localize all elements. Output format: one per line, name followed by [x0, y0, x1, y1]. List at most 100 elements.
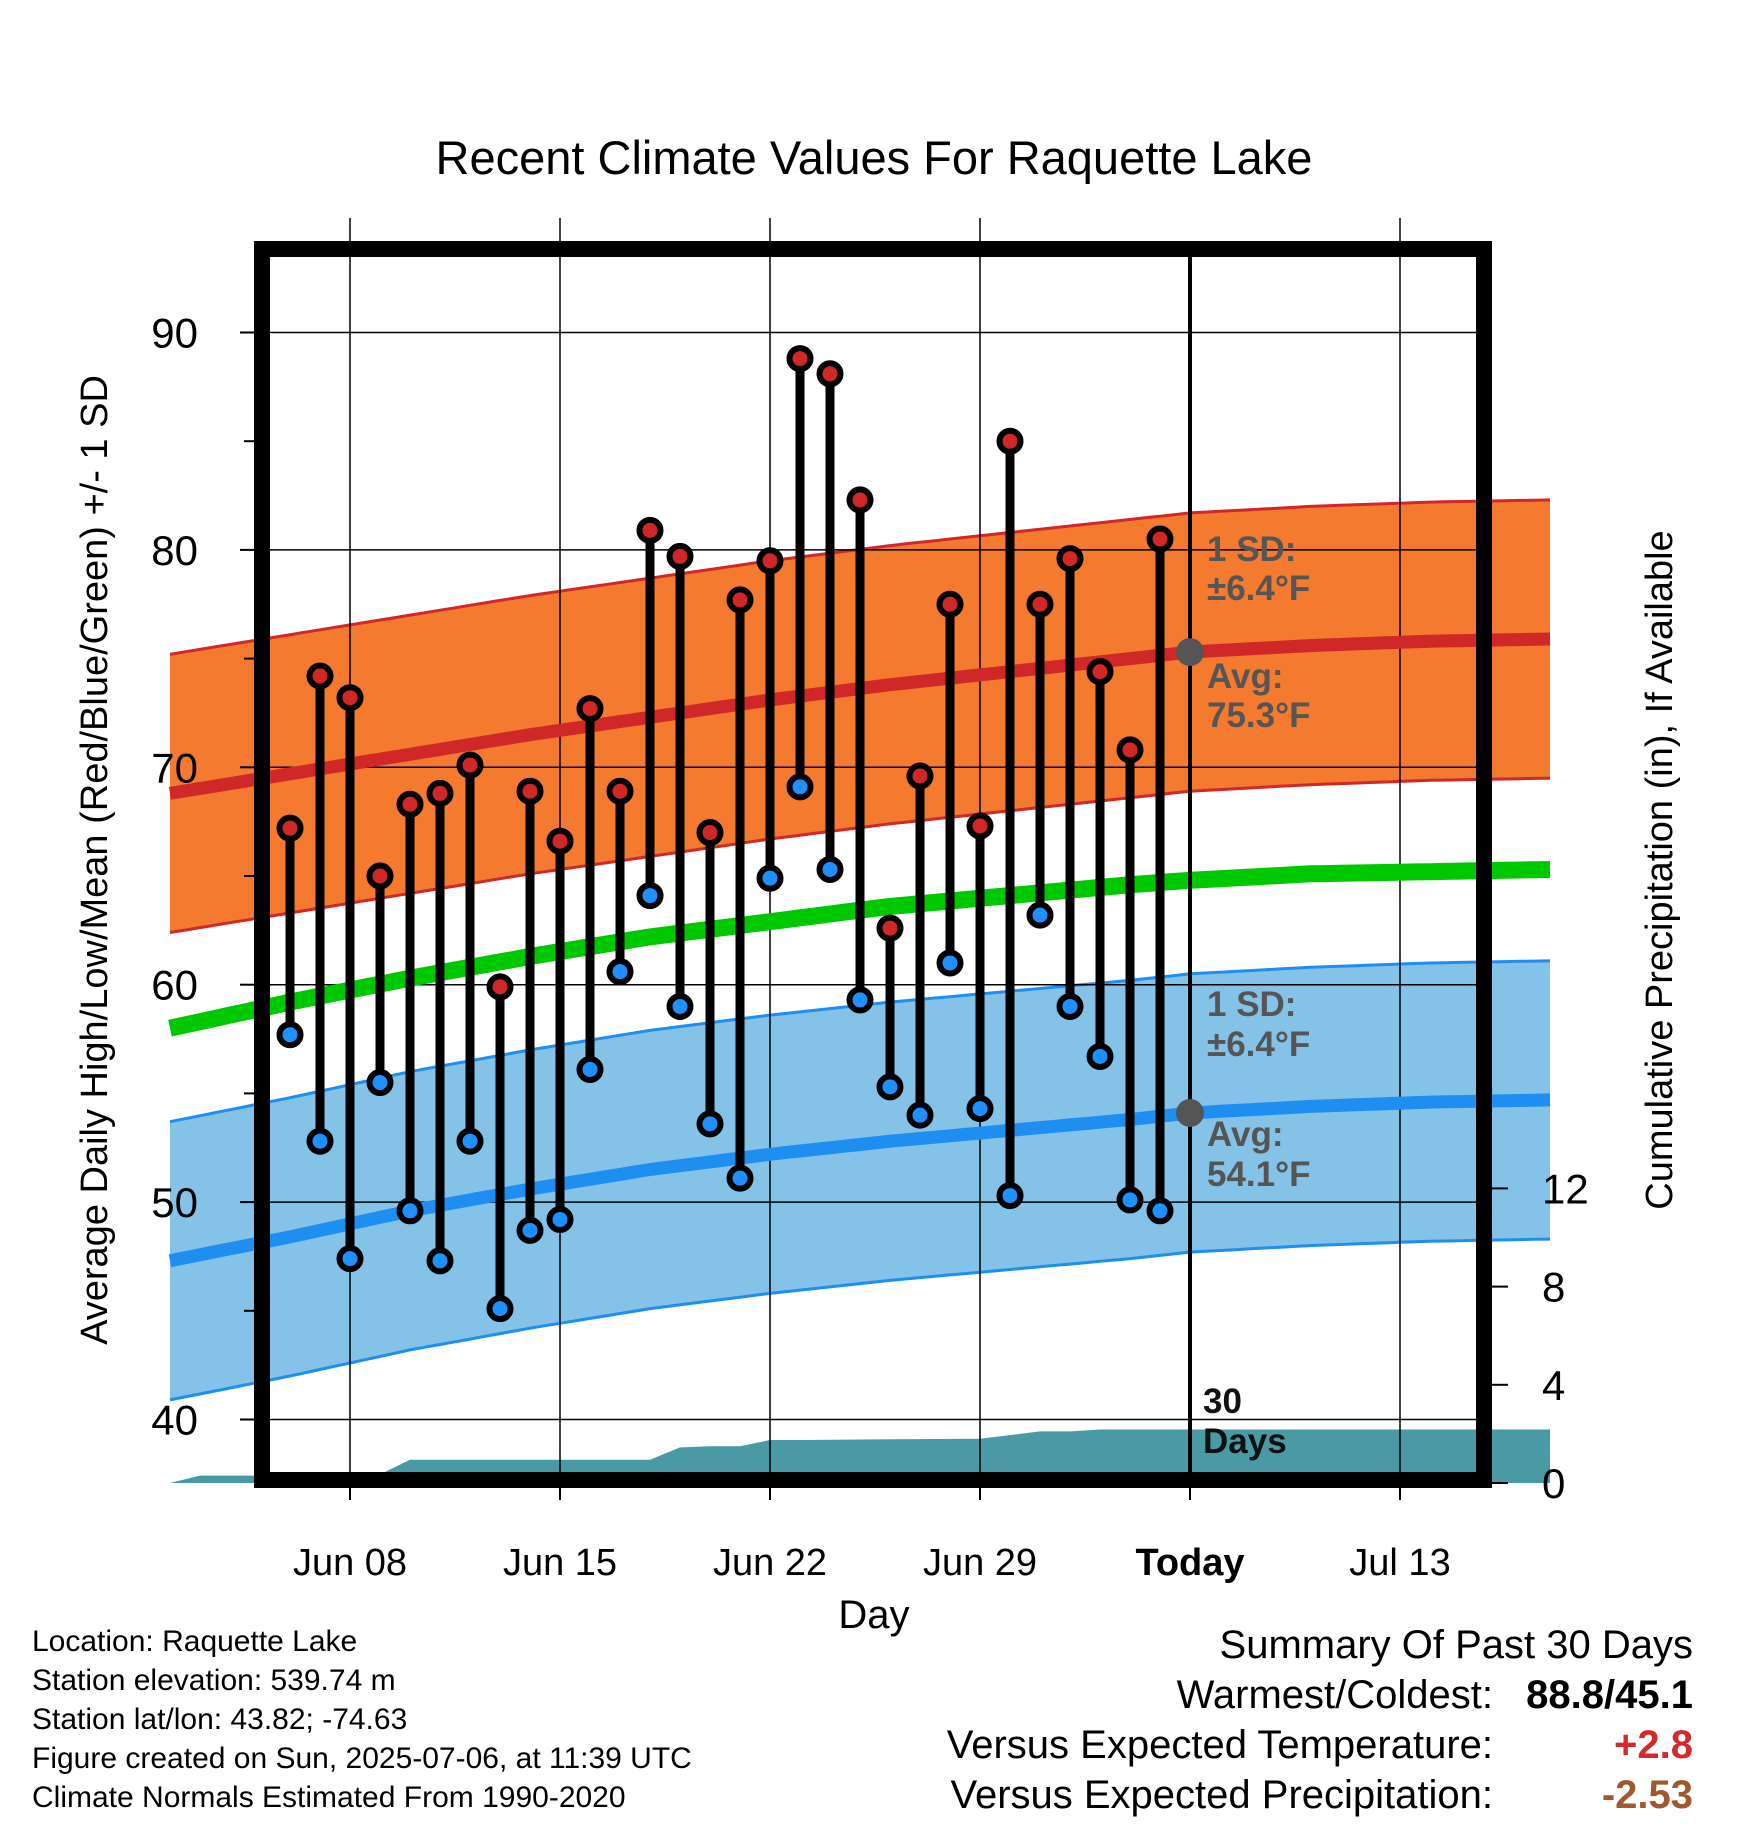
daily-low-point: [666, 992, 694, 1020]
location-text: Location: Raquette Lake: [32, 1625, 358, 1658]
daily-low-point: [336, 1245, 364, 1273]
y-tick-label-left: 50: [151, 1179, 198, 1226]
daily-low-point: [786, 773, 814, 801]
daily-high-point: [1086, 658, 1114, 686]
daily-high-point: [1056, 545, 1084, 573]
y-tick-label-left: 60: [151, 962, 198, 1009]
daily-low-point: [456, 1127, 484, 1155]
y-tick-label-right: 0: [1542, 1460, 1565, 1507]
daily-low-point: [546, 1205, 574, 1233]
daily-high-point: [516, 777, 544, 805]
daily-high-point: [726, 586, 754, 614]
daily-high-point: [756, 547, 784, 575]
daily-high-point: [606, 777, 634, 805]
summary-panel: Summary Of Past 30 Days Warmest/Coldest:…: [947, 1620, 1693, 1820]
low-sd-annotation: 1 SD:: [1207, 985, 1296, 1024]
daily-high-point: [786, 345, 814, 373]
daily-low-point: [726, 1164, 754, 1192]
daily-high-point: [426, 779, 454, 807]
summary-warmest-row: Warmest/Coldest: 88.8/45.1: [947, 1670, 1693, 1720]
daily-high-point: [966, 812, 994, 840]
daily-high-point: [1116, 736, 1144, 764]
x-tick-label: Today: [1135, 1542, 1244, 1584]
x-tick-label: Jun 15: [503, 1542, 617, 1584]
y-axis-label-right: Cumulative Precipitation (in), If Availa…: [1639, 530, 1681, 1209]
daily-high-point: [846, 486, 874, 514]
today-avg-low-marker: [1176, 1098, 1204, 1127]
latlon-text: Station lat/lon: 43.82; -74.63: [32, 1703, 408, 1736]
daily-low-point: [1056, 992, 1084, 1020]
high-avg-annotation-value: 75.3°F: [1207, 696, 1311, 735]
y-tick-label-right: 8: [1542, 1264, 1565, 1311]
created-text: Figure created on Sun, 2025-07-06, at 11…: [32, 1742, 692, 1775]
x-tick-label: Jun 08: [293, 1542, 407, 1584]
daily-low-point: [486, 1295, 514, 1323]
daily-low-point: [906, 1101, 934, 1129]
daily-high-point: [276, 814, 304, 842]
daily-high-point: [876, 914, 904, 942]
daily-low-point: [1146, 1197, 1174, 1225]
y-tick-label-left: 80: [151, 527, 198, 574]
low-avg-annotation-value: 54.1°F: [1207, 1155, 1311, 1194]
daily-low-point: [306, 1127, 334, 1155]
high-avg-annotation: Avg:: [1207, 657, 1283, 696]
precip-period-annotation-unit: Days: [1203, 1422, 1287, 1461]
y-tick-label-left: 90: [151, 310, 198, 357]
daily-low-point: [996, 1182, 1024, 1210]
daily-low-point: [396, 1197, 424, 1225]
x-tick-label: Jun 22: [713, 1542, 827, 1584]
daily-high-point: [936, 590, 964, 618]
daily-low-point: [756, 864, 784, 892]
low-avg-annotation: Avg:: [1207, 1115, 1283, 1154]
daily-high-point: [576, 695, 604, 723]
daily-high-point: [666, 542, 694, 570]
station-metadata: Location: Raquette Lake Station elevatio…: [32, 1622, 832, 1817]
daily-low-point: [876, 1073, 904, 1101]
warmest-label: Warmest/Coldest:: [1176, 1673, 1493, 1717]
precip-period-annotation: 30: [1203, 1382, 1242, 1421]
daily-high-point: [1146, 525, 1174, 553]
chart-title: Recent Climate Values For Raquette Lake: [436, 131, 1313, 184]
y-tick-label-right: 4: [1542, 1362, 1565, 1409]
warmest-value: 88.8/45.1: [1526, 1673, 1693, 1717]
daily-high-point: [696, 819, 724, 847]
low-sd-band: [170, 960, 1550, 1400]
daily-low-point: [276, 1021, 304, 1049]
elevation-text: Station elevation: 539.74 m: [32, 1664, 396, 1697]
daily-high-point: [396, 790, 424, 818]
daily-low-point: [696, 1110, 724, 1138]
today-avg-high-marker: [1176, 638, 1204, 667]
daily-high-point: [996, 427, 1024, 455]
daily-high-point: [336, 684, 364, 712]
daily-high-point: [366, 862, 394, 890]
precip-label: Versus Expected Precipitation:: [950, 1773, 1493, 1817]
summary-temp-row: Versus Expected Temperature: +2.8: [947, 1720, 1693, 1770]
high-sd-annotation: 1 SD:: [1207, 530, 1296, 569]
cumulative-precip-area: [170, 1429, 1550, 1483]
daily-low-point: [1116, 1186, 1144, 1214]
precip-value: -2.53: [1601, 1773, 1693, 1817]
low-sd-lower-edge: [169, 1237, 1551, 1402]
y-tick-label-left: 70: [151, 744, 198, 791]
y-axis-label-left: Average Daily High/Low/Mean (Red/Blue/Gr…: [74, 375, 116, 1345]
daily-low-point: [606, 958, 634, 986]
summary-precip-row: Versus Expected Precipitation: -2.53: [947, 1770, 1693, 1820]
y-tick-label-right: 12: [1542, 1165, 1589, 1212]
high-sd-annotation-value: ±6.4°F: [1207, 569, 1310, 608]
daily-low-point: [1026, 901, 1054, 929]
daily-high-point: [456, 751, 484, 779]
plot-frame: [254, 241, 1492, 1488]
y-tick-label-left: 40: [151, 1397, 198, 1444]
daily-low-point: [516, 1216, 544, 1244]
daily-low-point: [816, 855, 844, 883]
daily-high-point: [486, 973, 514, 1001]
low-sd-annotation-value: ±6.4°F: [1207, 1025, 1310, 1064]
daily-low-point: [576, 1055, 604, 1083]
summary-title: Summary Of Past 30 Days: [1219, 1623, 1693, 1667]
daily-low-point: [636, 882, 664, 910]
daily-high-point: [306, 662, 334, 690]
daily-low-point: [1086, 1042, 1114, 1070]
temp-value: +2.8: [1614, 1723, 1693, 1767]
